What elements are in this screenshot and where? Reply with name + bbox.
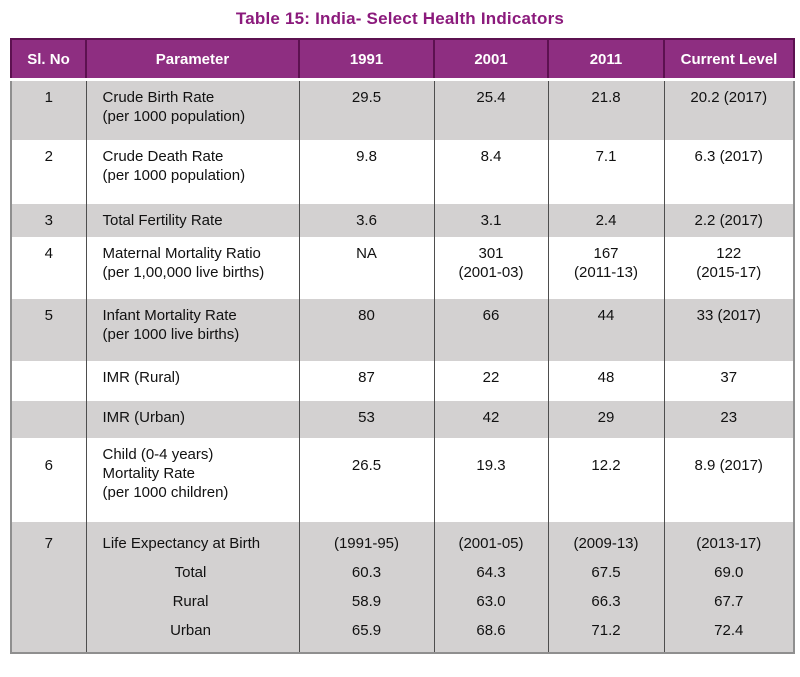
table-header-row: Sl. No Parameter 1991 2001 2011 Current … (10, 38, 795, 81)
cell-current-level: 8.9 (2017) (663, 437, 795, 522)
header-2011: 2011 (547, 38, 665, 81)
cell-1991: 29.5 (298, 79, 435, 140)
cell-sl-no (10, 400, 87, 438)
cell-2001: 3.1 (433, 203, 549, 237)
cell-1991: 3.6 (298, 203, 435, 237)
cell-2001: 19.3 (433, 437, 549, 522)
table-row-imr-urban: IMR (Urban) 53 42 29 23 (10, 400, 795, 438)
table-row-crude-birth-rate: 1 Crude Birth Rate (per 1000 population)… (10, 79, 795, 140)
cell-2011: 2.4 (547, 203, 665, 237)
cell-2011: 29 (547, 400, 665, 438)
life-expectancy-label-rural: Rural (172, 592, 209, 610)
cell-current-level: 37 (663, 360, 795, 401)
life-expectancy-title: Life Expectancy at Birth (102, 534, 261, 552)
cell-sl-no: 6 (10, 437, 87, 522)
cell-2001: 66 (433, 298, 549, 361)
cell-parameter: Total Fertility Rate (85, 203, 300, 237)
cell-current-level: 23 (663, 400, 795, 438)
cell-2011: 167 (2011-13) (547, 236, 665, 299)
cell-2001: (2001-05) 64.3 63.0 68.6 (433, 521, 549, 653)
cell-1991: (1991-95) 60.3 58.9 65.9 (298, 521, 435, 653)
cell-current-level: 6.3 (2017) (663, 139, 795, 204)
cell-parameter: Crude Birth Rate (per 1000 population) (85, 79, 300, 140)
cell-parameter: Maternal Mortality Ratio (per 1,00,000 l… (85, 236, 300, 299)
cell-1991: 9.8 (298, 139, 435, 204)
header-1991: 1991 (298, 38, 435, 81)
cell-2011: 44 (547, 298, 665, 361)
cell-parameter: IMR (Rural) (85, 360, 300, 401)
header-parameter: Parameter (85, 38, 300, 81)
cell-sl-no: 5 (10, 298, 87, 361)
cell-current-level: 20.2 (2017) (663, 79, 795, 140)
life-expectancy-label-total: Total (174, 563, 207, 581)
cell-2011: 12.2 (547, 437, 665, 522)
cell-2011: 48 (547, 360, 665, 401)
cell-current-level: 122 (2015-17) (663, 236, 795, 299)
cell-parameter: IMR (Urban) (85, 400, 300, 438)
table-row-infant-mortality-rate: 5 Infant Mortality Rate (per 1000 live b… (10, 298, 795, 361)
cell-parameter: Infant Mortality Rate (per 1000 live bir… (85, 298, 300, 361)
cell-2001: 301 (2001-03) (433, 236, 549, 299)
cell-1991: 80 (298, 298, 435, 361)
header-sl-no: Sl. No (10, 38, 87, 81)
health-indicators-table: Sl. No Parameter 1991 2001 2011 Current … (10, 38, 795, 654)
cell-2011: 7.1 (547, 139, 665, 204)
cell-sl-no (10, 360, 87, 401)
cell-current-level: 2.2 (2017) (663, 203, 795, 237)
cell-sl-no: 2 (10, 139, 87, 204)
header-2001: 2001 (433, 38, 549, 81)
cell-parameter: Life Expectancy at Birth Total Rural Urb… (85, 521, 300, 653)
cell-1991: 53 (298, 400, 435, 438)
cell-sl-no: 4 (10, 236, 87, 299)
table-title: Table 15: India- Select Health Indicator… (235, 9, 565, 28)
table-row-crude-death-rate: 2 Crude Death Rate (per 1000 population)… (10, 139, 795, 204)
cell-2001: 8.4 (433, 139, 549, 204)
table-row-total-fertility-rate: 3 Total Fertility Rate 3.6 3.1 2.4 2.2 (… (10, 203, 795, 237)
cell-1991: NA (298, 236, 435, 299)
cell-2001: 22 (433, 360, 549, 401)
life-expectancy-label-urban: Urban (170, 621, 211, 639)
header-current-level: Current Level (663, 38, 795, 81)
cell-current-level: (2013-17) 69.0 67.7 72.4 (663, 521, 795, 653)
table-row-imr-rural: IMR (Rural) 87 22 48 37 (10, 360, 795, 401)
table-row-child-mortality-rate: 6 Child (0-4 years) Mortality Rate (per … (10, 437, 795, 522)
table-row-maternal-mortality-ratio: 4 Maternal Mortality Ratio (per 1,00,000… (10, 236, 795, 299)
cell-1991: 26.5 (298, 437, 435, 522)
cell-parameter: Crude Death Rate (per 1000 population) (85, 139, 300, 204)
cell-2011: (2009-13) 67.5 66.3 71.2 (547, 521, 665, 653)
cell-2001: 42 (433, 400, 549, 438)
cell-2001: 25.4 (433, 79, 549, 140)
cell-sl-no: 3 (10, 203, 87, 237)
cell-sl-no: 7 (10, 521, 87, 653)
cell-current-level: 33 (2017) (663, 298, 795, 361)
cell-2011: 21.8 (547, 79, 665, 140)
table-row-life-expectancy: 7 Life Expectancy at Birth Total Rural U… (10, 521, 795, 653)
cell-parameter: Child (0-4 years) Mortality Rate (per 10… (85, 437, 300, 522)
cell-sl-no: 1 (10, 79, 87, 140)
cell-1991: 87 (298, 360, 435, 401)
